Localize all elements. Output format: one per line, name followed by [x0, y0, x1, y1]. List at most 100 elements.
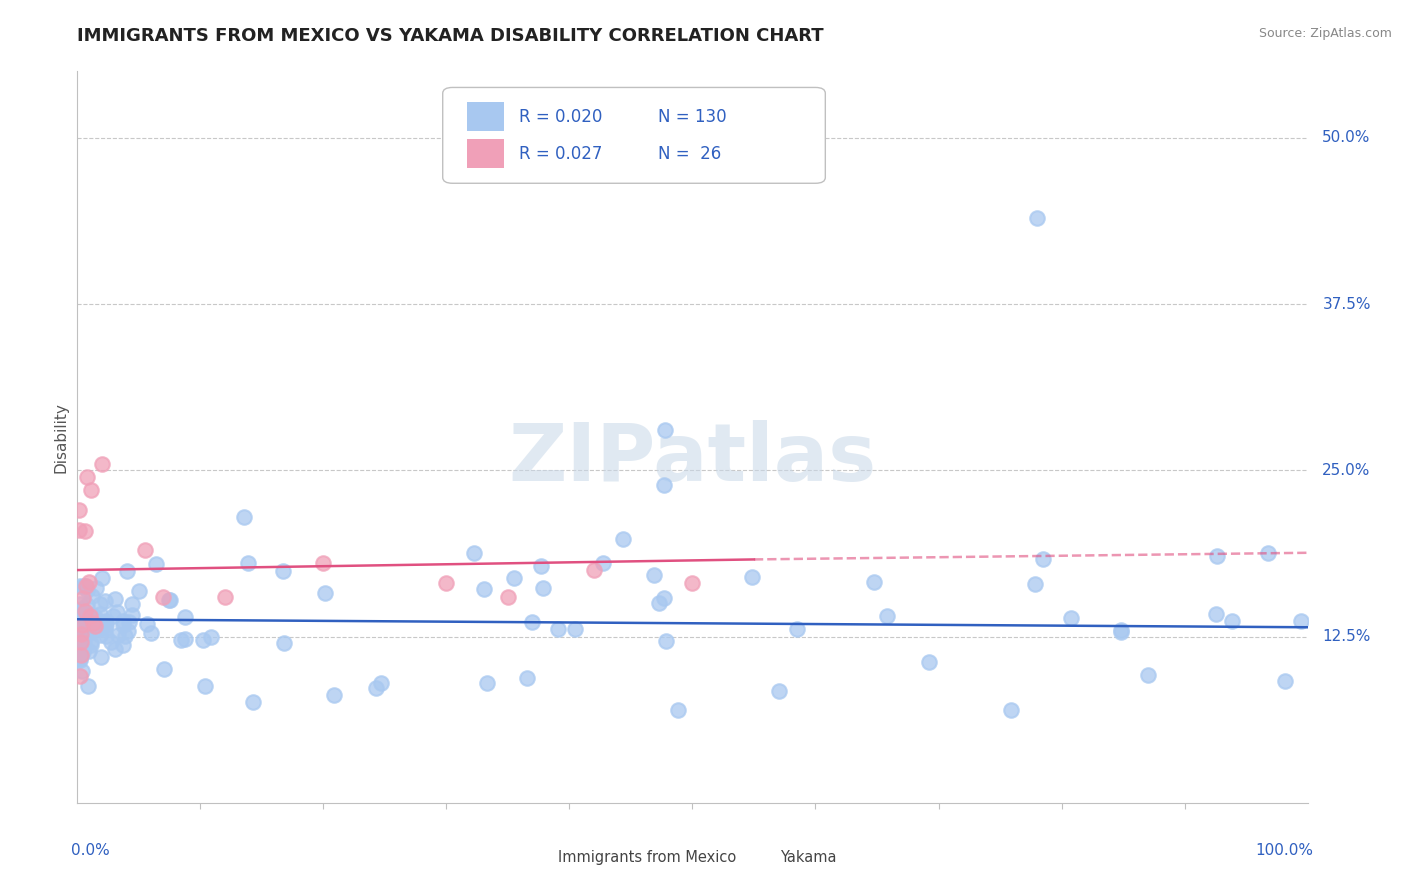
Point — [370, 676, 392, 690]
Point — [876, 609, 898, 624]
Point — [69, 608, 91, 623]
Point — [159, 593, 181, 607]
Point — [87, 622, 110, 636]
Point — [547, 622, 569, 636]
Point — [654, 424, 676, 438]
Point — [191, 632, 214, 647]
Text: ZIPatlas: ZIPatlas — [509, 420, 876, 498]
Text: 12.5%: 12.5% — [1323, 629, 1371, 644]
Text: 100.0%: 100.0% — [1256, 843, 1313, 858]
Bar — [467, 103, 505, 131]
Point — [364, 681, 387, 696]
Point — [314, 586, 336, 600]
Point — [77, 679, 100, 693]
Point — [76, 470, 98, 484]
Point — [141, 626, 163, 640]
Point — [111, 614, 134, 628]
Point — [76, 582, 98, 597]
Point — [768, 684, 790, 698]
Point — [1206, 549, 1229, 564]
Point — [80, 608, 103, 623]
Point — [121, 597, 143, 611]
Point — [73, 609, 96, 624]
Point — [145, 558, 167, 572]
Point — [477, 676, 499, 690]
Point — [80, 607, 103, 622]
Point — [612, 532, 634, 546]
Point — [472, 582, 495, 596]
Text: 37.5%: 37.5% — [1323, 297, 1371, 311]
Point — [654, 634, 676, 648]
Point — [72, 618, 94, 632]
Point — [174, 632, 197, 646]
Y-axis label: Disability: Disability — [53, 401, 69, 473]
Point — [312, 557, 335, 571]
Point — [273, 635, 295, 649]
Point — [70, 664, 93, 678]
Point — [1032, 552, 1054, 566]
Text: 25.0%: 25.0% — [1323, 463, 1371, 478]
Point — [94, 621, 117, 635]
Point — [242, 695, 264, 709]
Point — [96, 614, 118, 628]
Point — [1109, 623, 1132, 637]
Point — [173, 610, 195, 624]
Point — [69, 579, 91, 593]
Point — [128, 583, 150, 598]
Bar — [467, 139, 505, 169]
Point — [70, 616, 93, 631]
Point — [89, 597, 111, 611]
Text: N =  26: N = 26 — [658, 145, 721, 163]
Point — [72, 604, 94, 618]
Point — [502, 570, 524, 584]
Point — [643, 568, 665, 582]
Point — [84, 610, 107, 624]
Point — [77, 620, 100, 634]
Text: Yakama: Yakama — [780, 850, 837, 865]
Point — [94, 629, 117, 643]
Text: Source: ZipAtlas.com: Source: ZipAtlas.com — [1258, 27, 1392, 40]
FancyBboxPatch shape — [443, 87, 825, 183]
Text: 50.0%: 50.0% — [1323, 130, 1371, 145]
Point — [73, 635, 96, 649]
Point — [80, 483, 103, 498]
Point — [112, 618, 135, 632]
Point — [104, 592, 127, 607]
Point — [666, 703, 689, 717]
Point — [238, 556, 260, 570]
Point — [94, 615, 117, 629]
Point — [648, 596, 671, 610]
Point — [152, 590, 174, 604]
Point — [69, 617, 91, 632]
Point — [94, 594, 117, 608]
Point — [82, 589, 104, 603]
Point — [73, 579, 96, 593]
Point — [741, 570, 763, 584]
Point — [79, 574, 101, 589]
Point — [1274, 673, 1296, 688]
Point — [70, 627, 93, 641]
Point — [76, 624, 98, 639]
Point — [69, 614, 91, 628]
Point — [1109, 625, 1132, 640]
Point — [80, 638, 103, 652]
Point — [76, 599, 98, 613]
Point — [232, 510, 254, 524]
Point — [90, 571, 112, 585]
Point — [69, 650, 91, 665]
Point — [72, 645, 94, 659]
Point — [1026, 211, 1049, 225]
Point — [786, 622, 808, 636]
Point — [91, 457, 114, 471]
Point — [107, 605, 129, 619]
Point — [82, 615, 104, 630]
Point — [67, 523, 90, 537]
Point — [170, 633, 193, 648]
Point — [69, 648, 91, 662]
Point — [115, 564, 138, 578]
Point — [69, 621, 91, 635]
Point — [118, 615, 141, 629]
Point — [69, 635, 91, 649]
Point — [72, 642, 94, 657]
Point — [72, 617, 94, 632]
